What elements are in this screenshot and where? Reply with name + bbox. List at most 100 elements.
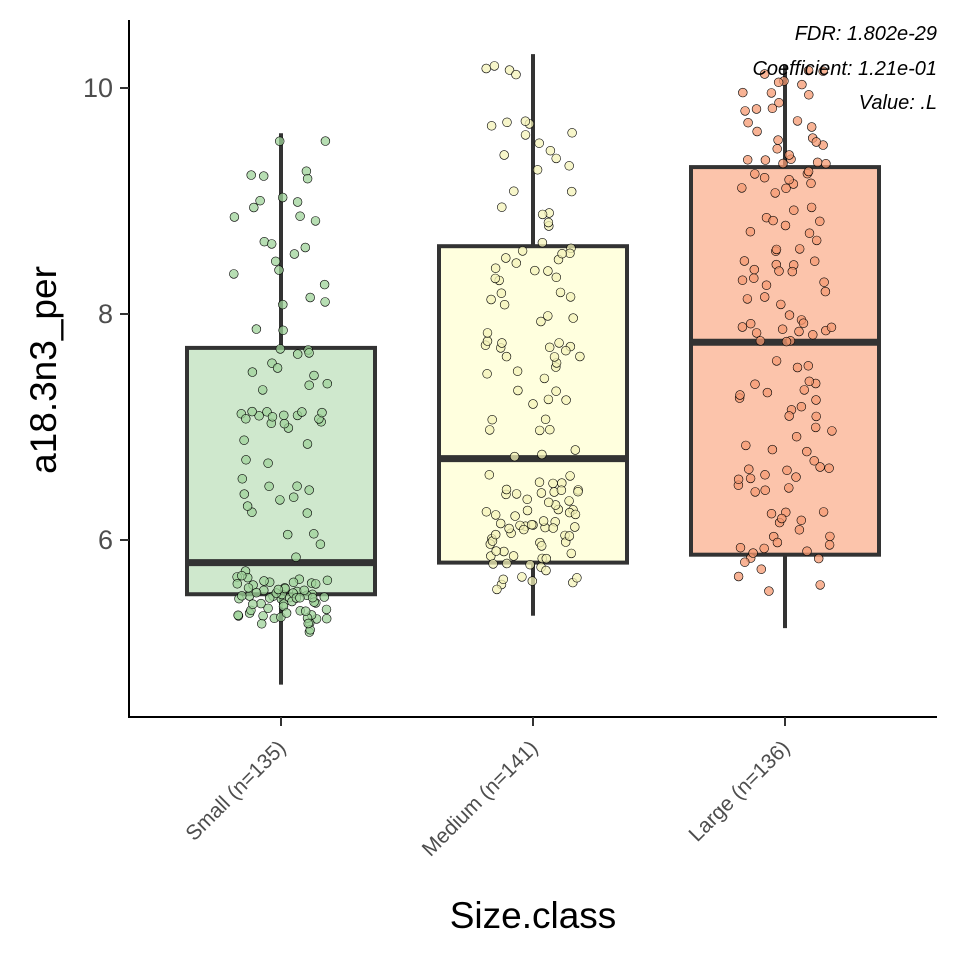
data-point: [251, 587, 262, 598]
data-point: [564, 496, 574, 506]
data-point: [803, 361, 813, 371]
data-point: [551, 386, 561, 396]
data-point: [537, 449, 547, 460]
data-point: [530, 265, 540, 276]
data-point: [751, 328, 762, 338]
data-point: [804, 376, 814, 386]
data-point: [534, 138, 544, 148]
box: [185, 345, 377, 597]
data-point: [536, 488, 547, 498]
data-point: [510, 511, 520, 521]
data-point: [539, 373, 550, 384]
data-point: [806, 122, 817, 132]
data-point: [759, 543, 769, 554]
data-point: [509, 186, 519, 196]
y-tick-label: 6: [98, 525, 113, 555]
data-point: [482, 328, 493, 338]
data-point: [545, 146, 556, 156]
data-point: [489, 61, 500, 71]
data-point: [774, 97, 784, 108]
data-point: [241, 455, 251, 465]
data-point: [541, 565, 551, 576]
data-point: [792, 362, 803, 373]
data-point: [511, 69, 521, 80]
data-point: [744, 464, 754, 474]
data-point: [537, 209, 548, 220]
data-point: [534, 425, 545, 436]
data-point: [499, 150, 509, 160]
data-point: [291, 552, 301, 562]
data-point: [799, 385, 809, 395]
data-point: [317, 407, 327, 418]
annotation-coefficient: Coefficient: 1.21e-01: [752, 58, 937, 80]
boxes: [185, 54, 881, 685]
data-point: [484, 470, 494, 480]
data-point: [740, 557, 750, 567]
data-point: [501, 253, 511, 263]
data-point: [278, 325, 288, 335]
data-point: [292, 481, 302, 491]
data-point: [781, 336, 792, 347]
data-point: [242, 501, 253, 511]
data-point: [526, 519, 537, 530]
data-point: [773, 77, 784, 88]
data-point: [487, 415, 497, 425]
data-point: [796, 402, 807, 412]
data-point: [309, 370, 319, 381]
data-point: [772, 144, 782, 154]
data-point: [481, 507, 492, 517]
data-point: [536, 316, 546, 327]
data-point: [544, 342, 555, 352]
data-point: [815, 580, 825, 590]
data-point: [743, 117, 753, 128]
data-point: [784, 175, 794, 185]
data-point: [278, 299, 288, 310]
data-point: [794, 244, 805, 254]
data-point: [264, 481, 274, 491]
data-point: [498, 574, 508, 584]
data-point: [815, 216, 825, 227]
data-point: [511, 258, 521, 268]
data-point: [320, 136, 331, 146]
data-point: [745, 319, 756, 329]
data-point: [742, 294, 753, 304]
data-point: [239, 435, 249, 445]
data-point: [797, 79, 807, 90]
data-point: [307, 592, 318, 603]
data-point: [735, 390, 745, 400]
data-point: [738, 87, 748, 98]
data-point: [239, 489, 250, 499]
x-axis-title: Size.class: [450, 895, 617, 936]
data-point: [481, 63, 491, 74]
data-point: [482, 369, 492, 379]
data-point: [803, 166, 814, 177]
data-point: [309, 529, 319, 539]
data-point: [733, 571, 744, 582]
data-point: [766, 88, 777, 98]
data-point: [251, 324, 262, 334]
data-point: [504, 65, 515, 75]
data-point: [555, 287, 566, 298]
data-point: [750, 169, 760, 179]
data-point: [304, 485, 314, 495]
data-point: [761, 280, 772, 290]
data-point: [229, 269, 239, 279]
annotations: FDR: 1.802e-29 Coefficient: 1.21e-01 Val…: [752, 23, 937, 114]
data-point: [243, 583, 254, 593]
data-point: [551, 272, 561, 282]
data-point: [548, 523, 558, 533]
data-point: [319, 592, 329, 602]
data-point: [508, 551, 519, 561]
data-point: [491, 546, 501, 556]
data-point: [267, 412, 278, 422]
data-point: [283, 529, 293, 540]
data-point: [522, 505, 533, 516]
data-point: [511, 489, 522, 499]
data-point: [798, 318, 809, 328]
data-point: [246, 170, 256, 180]
data-point: [760, 485, 770, 495]
data-point: [821, 159, 831, 169]
data-point: [749, 273, 759, 283]
data-point: [233, 610, 243, 620]
data-point: [255, 196, 265, 206]
